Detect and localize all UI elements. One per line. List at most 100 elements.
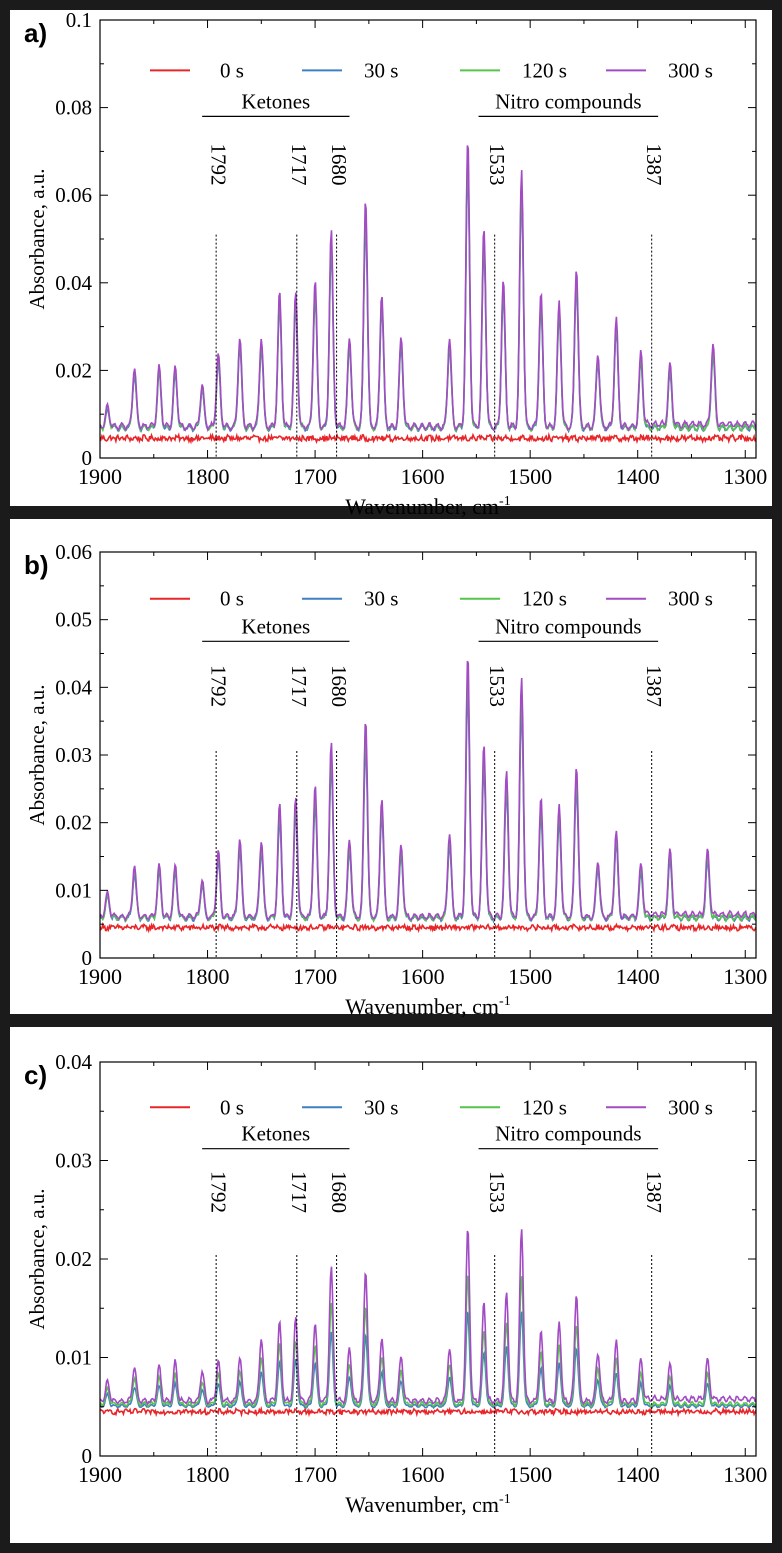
marker-label: 1792 [206, 144, 230, 186]
figure-svg: a) 1792 1717 1680 1533 1387 Ketones Nitro compo… [10, 10, 772, 1543]
marker-label: 1533 [485, 144, 509, 186]
marker-label: 1717 [287, 665, 311, 707]
group-label: Ketones [241, 614, 310, 638]
x-tick-label: 1300 [723, 964, 767, 989]
legend-entry: 0 s [220, 58, 244, 82]
series-line-0-s [100, 921, 756, 934]
group-label: Ketones [241, 1122, 310, 1146]
marker-label: 1387 [642, 144, 666, 186]
x-tick-label: 1400 [616, 964, 660, 989]
legend-entry: 30 s [364, 1095, 398, 1119]
y-tick-label: 0.02 [55, 811, 92, 835]
series-lines [100, 1229, 756, 1418]
x-axis-label-text: Wavenumber, cm [345, 1492, 499, 1517]
x-tick-label: 1800 [186, 964, 230, 989]
marker-label: 1533 [485, 665, 509, 707]
panel-background [10, 10, 772, 506]
panel-label: a) [24, 18, 47, 48]
legend-entry: 300 s [668, 587, 713, 611]
x-tick-label: 1800 [186, 1462, 230, 1487]
x-tick-label: 1300 [723, 464, 767, 489]
series-line-0-s [100, 431, 756, 445]
x-axis-label-text: Wavenumber, cm [345, 994, 499, 1019]
series-line-120-s [100, 1275, 756, 1409]
marker-label: 1792 [206, 665, 230, 707]
y-tick-label: 0 [82, 1444, 93, 1468]
marker-label: 1387 [642, 1171, 666, 1213]
series-lines [100, 660, 756, 934]
marker-label: 1680 [327, 144, 351, 186]
x-axis-label-superscript: -1 [499, 994, 511, 1009]
y-tick-label: 0.01 [55, 878, 92, 902]
legend-entry: 30 s [364, 587, 398, 611]
panel-background [10, 1027, 772, 1543]
y-axis-label: Absorbance, a.u. [25, 168, 49, 309]
x-tick-label: 1700 [293, 464, 337, 489]
group-label: Nitro compounds [495, 1122, 641, 1146]
x-tick-label: 1300 [723, 1462, 767, 1487]
panel-background [10, 519, 772, 1014]
y-tick-label: 0.06 [55, 540, 92, 564]
y-axis-label: Absorbance, a.u. [25, 1188, 49, 1329]
x-tick-label: 1700 [293, 1462, 337, 1487]
x-axis-label-superscript: -1 [499, 1492, 511, 1507]
panel-label: b) [24, 550, 49, 580]
panel-label: c) [24, 1060, 47, 1090]
y-axis-label: Absorbance, a.u. [25, 684, 49, 825]
x-tick-label: 1800 [186, 464, 230, 489]
x-tick-label: 1900 [78, 1462, 122, 1487]
x-tick-label: 1500 [508, 964, 552, 989]
y-tick-label: 0.02 [55, 358, 92, 382]
legend-entry: 120 s [522, 1095, 567, 1119]
x-axis-label-text: Wavenumber, cm [345, 494, 499, 519]
x-tick-label: 1600 [401, 964, 445, 989]
x-axis-label: Wavenumber, cm-1 [345, 494, 510, 519]
panel-a: a) 1792 1717 1680 1533 1387 Ketones Nitro compo… [10, 10, 772, 519]
group-label: Nitro compounds [495, 89, 641, 113]
x-tick-label: 1600 [401, 1462, 445, 1487]
panel-c: c) 1792 1717 1680 1533 1387 Ketones Nitro compo… [10, 1027, 772, 1543]
y-tick-label: 0.02 [55, 1247, 92, 1271]
series-line-300-s [100, 145, 756, 433]
x-axis-label: Wavenumber, cm-1 [345, 994, 510, 1019]
legend-entry: 120 s [522, 587, 567, 611]
legend-entry: 30 s [364, 58, 398, 82]
x-tick-label: 1400 [616, 1462, 660, 1487]
x-tick-label: 1400 [616, 464, 660, 489]
group-label: Nitro compounds [495, 614, 641, 638]
y-tick-label: 0 [82, 446, 93, 470]
y-tick-label: 0.03 [55, 743, 92, 767]
legend-entry: 0 s [220, 1095, 244, 1119]
legend-entry: 120 s [522, 58, 567, 82]
marker-label: 1792 [206, 1171, 230, 1213]
y-tick-label: 0 [82, 946, 93, 970]
y-tick-label: 0.04 [55, 1050, 92, 1074]
series-line-300-s [100, 1229, 756, 1407]
legend-entry: 0 s [220, 587, 244, 611]
series-line-300-s [100, 660, 756, 922]
y-tick-label: 0.05 [55, 608, 92, 632]
x-tick-label: 1900 [78, 464, 122, 489]
marker-label: 1680 [327, 665, 351, 707]
legend-entry: 300 s [668, 1095, 713, 1119]
x-tick-label: 1500 [508, 1462, 552, 1487]
marker-label: 1717 [287, 144, 311, 186]
series-line-0-s [100, 1405, 756, 1418]
marker-label: 1680 [327, 1171, 351, 1213]
y-tick-label: 0.03 [55, 1149, 92, 1173]
marker-label: 1387 [642, 665, 666, 707]
x-tick-label: 1600 [401, 464, 445, 489]
legend-entry: 300 s [668, 58, 713, 82]
x-axis-label: Wavenumber, cm-1 [345, 1492, 510, 1517]
panel-b: b) 1792 1717 1680 1533 1387 Ketones Nitro compo… [10, 519, 772, 1019]
y-tick-label: 0.01 [55, 1346, 92, 1370]
y-tick-label: 0.06 [55, 183, 92, 207]
y-tick-label: 0.1 [66, 10, 92, 32]
x-tick-label: 1500 [508, 464, 552, 489]
x-axis-label-superscript: -1 [499, 494, 511, 509]
x-tick-label: 1700 [293, 964, 337, 989]
series-lines [100, 145, 756, 445]
group-label: Ketones [241, 89, 310, 113]
x-tick-label: 1900 [78, 964, 122, 989]
